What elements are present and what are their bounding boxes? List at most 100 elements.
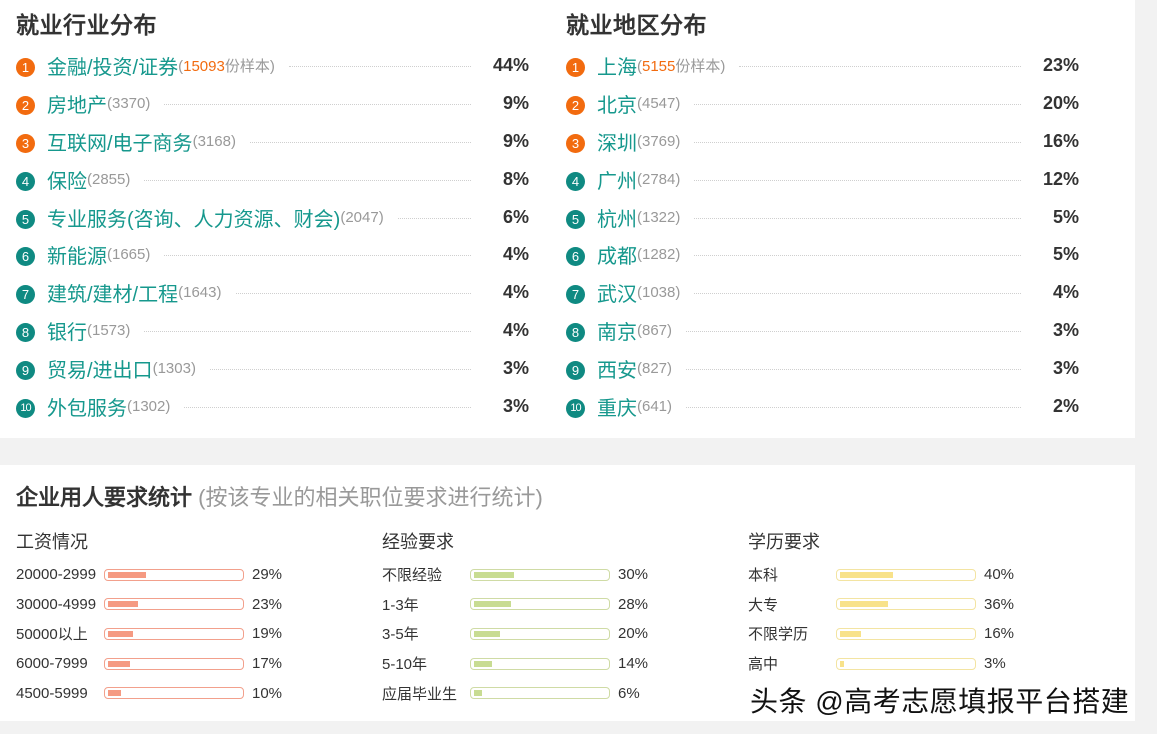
rank-name[interactable]: 建筑/建材/工程 xyxy=(47,284,179,307)
dotted-leader xyxy=(397,217,471,219)
rank-percent: 8% xyxy=(502,168,529,189)
bar-label: 应届毕业生 xyxy=(382,685,458,703)
bar-row: 高中 3% xyxy=(748,649,1014,679)
count-value: 1643 xyxy=(183,284,217,302)
rank-name[interactable]: 房地产 xyxy=(47,95,107,118)
rank-percent: 16% xyxy=(1042,130,1079,151)
rank-badge-icon: 4 xyxy=(16,171,35,191)
rank-name[interactable]: 互联网/电子商务 xyxy=(47,132,193,155)
rank-count: (2784) xyxy=(637,171,680,188)
count-value: 1302 xyxy=(132,397,166,415)
count-value: 827 xyxy=(642,359,668,377)
rank-name[interactable]: 北京 xyxy=(597,95,637,118)
count-suffix: ) xyxy=(216,284,222,302)
bar-fill xyxy=(840,660,844,667)
dotted-leader xyxy=(686,368,1021,370)
rank-name[interactable]: 重庆 xyxy=(597,397,637,420)
count-prefix: ( xyxy=(107,95,112,113)
bar-fill xyxy=(840,601,888,608)
salary-stats: 工资情况 20000-2999 29% 30000-4999 23% 50000以上 19… xyxy=(16,528,282,708)
count-value: 1573 xyxy=(92,321,126,339)
bar-row: 本科 40% xyxy=(748,560,1014,590)
count-prefix: ( xyxy=(87,321,92,339)
rank-name[interactable]: 西安 xyxy=(597,359,637,382)
rank-count: (867) xyxy=(637,322,672,339)
rank-name[interactable]: 金融/投资/证券 xyxy=(47,57,179,80)
experience-bars: 不限经验 30% 1-3年 28% 3-5年 20% 5-10年 14% 应届毕业生 6% xyxy=(382,560,648,708)
count-prefix: ( xyxy=(178,58,184,76)
rank-percent: 4% xyxy=(502,244,529,265)
rank-row: 1 金融/投资/证券 (15093份样本) 44% xyxy=(16,47,529,85)
rank-row: 8 南京 (867) 3% xyxy=(566,312,1079,350)
bar-percent: 10% xyxy=(252,684,283,702)
bar-percent: 14% xyxy=(618,655,649,673)
dotted-leader xyxy=(249,141,471,143)
count-prefix: ( xyxy=(107,246,112,264)
rank-count: (641) xyxy=(637,398,672,415)
rank-name[interactable]: 深圳 xyxy=(597,132,637,155)
rank-badge-icon: 7 xyxy=(566,285,585,305)
rank-name[interactable]: 成都 xyxy=(597,246,637,269)
rank-count: (3370) xyxy=(107,95,150,112)
count-prefix: ( xyxy=(340,208,346,226)
rank-percent: 4% xyxy=(1052,282,1079,303)
rank-badge-icon: 6 xyxy=(566,247,585,267)
rank-name[interactable]: 南京 xyxy=(597,321,637,344)
rank-name[interactable]: 新能源 xyxy=(47,246,107,269)
rank-name[interactable]: 专业服务(咨询、人力资源、财会) xyxy=(47,208,341,231)
bar-percent: 6% xyxy=(618,684,640,702)
count-suffix: ) xyxy=(190,359,196,377)
bar-track xyxy=(836,657,976,670)
region-title: 就业地区分布 xyxy=(566,12,707,38)
bar-track xyxy=(104,627,244,640)
industry-distribution: 就业行业分布 1 金融/投资/证券 (15093份样本) 44% 2 房地产 (3370) 9… xyxy=(16,8,529,425)
rank-badge-icon: 3 xyxy=(16,133,35,153)
rank-count: (15093份样本) xyxy=(178,55,275,76)
bar-percent: 40% xyxy=(984,566,1015,584)
count-suffix: ) xyxy=(230,132,236,150)
count-suffix: ) xyxy=(667,397,673,415)
count-value: 1282 xyxy=(642,246,676,264)
rank-percent: 3% xyxy=(502,395,529,416)
rank-percent: 9% xyxy=(502,93,529,114)
rank-row: 4 保险 (2855) 8% xyxy=(16,160,529,198)
dotted-leader xyxy=(144,179,471,181)
count-suffix: ) xyxy=(165,397,171,415)
bar-track xyxy=(470,598,610,611)
rank-count: (1038) xyxy=(637,284,680,301)
dotted-leader xyxy=(184,406,471,408)
rank-count: (1282) xyxy=(637,246,680,263)
requirements-heading: 企业用人要求统计 xyxy=(16,485,193,510)
count-prefix: ( xyxy=(637,58,642,76)
bar-label: 6000-7999 xyxy=(16,655,88,673)
bar-percent: 23% xyxy=(252,595,283,613)
bar-label: 50000以上 xyxy=(16,626,88,644)
rank-badge-icon: 6 xyxy=(16,247,35,267)
bar-fill xyxy=(474,630,500,637)
bar-track xyxy=(470,687,610,700)
rank-name[interactable]: 外包服务 xyxy=(47,397,127,420)
rank-name[interactable]: 贸易/进出口 xyxy=(47,359,153,382)
count-suffix: 份样本) xyxy=(675,58,726,76)
rank-badge-icon: 9 xyxy=(566,360,585,380)
rank-name[interactable]: 武汉 xyxy=(597,284,637,307)
bar-label: 不限经验 xyxy=(382,567,443,585)
rank-name[interactable]: 广州 xyxy=(597,170,637,193)
rank-percent: 12% xyxy=(1042,168,1079,189)
rank-name[interactable]: 杭州 xyxy=(597,208,637,231)
bar-track xyxy=(470,627,610,640)
dotted-leader xyxy=(164,255,471,257)
count-value: 641 xyxy=(642,397,668,415)
rank-percent: 20% xyxy=(1042,93,1079,114)
rank-badge-icon: 10 xyxy=(566,398,585,418)
rank-badge-icon: 9 xyxy=(16,360,35,380)
bar-row: 不限学历 16% xyxy=(748,619,1014,649)
bar-percent: 30% xyxy=(618,566,649,584)
requirements-panel xyxy=(0,465,1135,721)
bar-row: 20000-2999 29% xyxy=(16,560,282,590)
rank-row: 9 西安 (827) 3% xyxy=(566,349,1079,387)
rank-name[interactable]: 保险 xyxy=(47,170,87,193)
rank-name[interactable]: 银行 xyxy=(47,321,87,344)
rank-name[interactable]: 上海 xyxy=(597,57,637,80)
rank-row: 3 深圳 (3769) 16% xyxy=(566,123,1079,161)
